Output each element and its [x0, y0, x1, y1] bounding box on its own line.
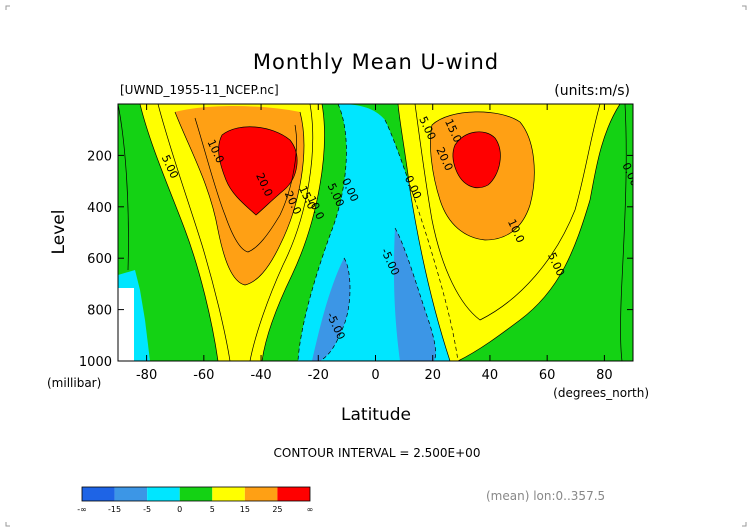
colorbar-label: 0: [177, 505, 182, 514]
negative-contours: [297, 104, 459, 361]
x-tick-label: -20: [308, 368, 329, 383]
north-jet-25: [452, 131, 501, 188]
y-axis-label: Level: [49, 210, 69, 255]
easterly-core-south: [312, 258, 350, 361]
easterly-core-north: [393, 228, 436, 361]
colorbar-label: 5: [210, 505, 215, 514]
colorbar-label: -15: [108, 505, 121, 514]
colorbar-swatch: [212, 487, 245, 501]
mean-label: (mean) lon:0..357.5: [486, 489, 605, 503]
colorbar-swatch: [147, 487, 180, 501]
x-tick-label: 60: [539, 368, 556, 383]
x-tick-label: -40: [250, 368, 271, 383]
x-tick-label: 0: [371, 368, 379, 383]
colorbar-label: -5: [143, 505, 151, 514]
colorbar-label: ∞: [307, 505, 314, 514]
missing-data-patch: [118, 288, 134, 361]
colorbar-label: 25: [272, 505, 282, 514]
colorbar-swatch: [114, 487, 148, 501]
y-tick-label: 600: [87, 252, 112, 267]
x-tick-label: -60: [193, 368, 214, 383]
contour-interval-label: CONTOUR INTERVAL = 2.500E+00: [274, 446, 481, 460]
x-axis-label: Latitude: [341, 405, 411, 425]
x-tick-label: 20: [424, 368, 441, 383]
corner-marks: [5, 5, 747, 527]
colorbar-swatch: [244, 487, 278, 501]
x-tick-label: 80: [596, 368, 613, 383]
colorbar-swatch: [179, 487, 213, 501]
y-tick-label: 800: [87, 304, 112, 319]
chart-title: Monthly Mean U-wind: [253, 50, 499, 74]
x-axis-ticks: -80 -60 -40 -20 0 20 40 60 80: [136, 104, 613, 383]
units-label: (units:m/s): [554, 83, 630, 99]
south-jet-25: [218, 126, 298, 215]
colorbar-label: -∞: [77, 505, 87, 514]
x-axis-units: (degrees_north): [553, 386, 649, 400]
colorbar: -∞ -15 -5 0 5 15 25 ∞: [77, 486, 314, 514]
dataset-label: [UWND_1955-11_NCEP.nc]: [120, 83, 279, 97]
colorbar-label: 15: [240, 505, 250, 514]
y-tick-label: 400: [87, 201, 112, 216]
colorbar-swatch: [277, 487, 310, 501]
y-tick-label: 200: [87, 149, 112, 164]
colorbar-swatch: [82, 487, 115, 501]
contour-lines: [118, 104, 627, 361]
x-tick-label: 40: [482, 368, 499, 383]
y-axis-units: (millibar): [47, 376, 101, 390]
y-tick-label: 1000: [79, 355, 112, 370]
colorbar-frame: [81, 486, 311, 502]
x-tick-label: -80: [136, 368, 157, 383]
y-axis-ticks: 200 400 600 800 1000: [79, 149, 633, 370]
